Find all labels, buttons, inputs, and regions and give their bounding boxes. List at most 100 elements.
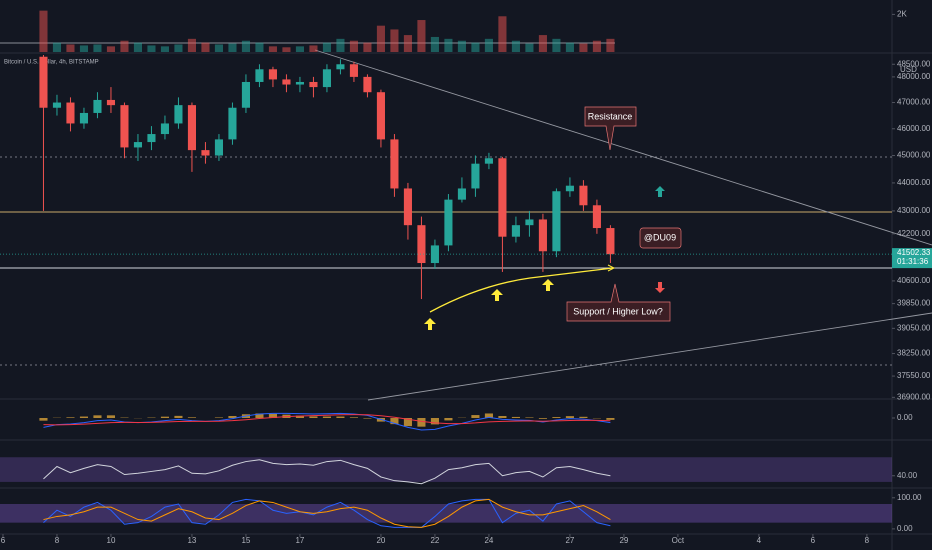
candle-body — [498, 158, 507, 237]
macd-hist — [66, 417, 75, 418]
macd-hist — [322, 416, 331, 418]
volume-bar — [133, 42, 143, 52]
candle-body — [201, 150, 210, 156]
volume-bar — [187, 38, 197, 52]
macd-hist — [606, 418, 615, 420]
volume-bar — [147, 45, 156, 52]
y-tick-label: 100.00 — [897, 493, 922, 502]
candle-body — [147, 134, 156, 143]
volume-bar — [565, 42, 574, 52]
support-curve — [429, 267, 614, 313]
volume-bar — [201, 42, 210, 52]
x-tick-label: 8 — [865, 536, 870, 545]
volume-bar — [282, 47, 291, 52]
callout-box — [639, 227, 682, 249]
volume-bar — [511, 40, 520, 52]
volume-bar — [457, 40, 466, 52]
y-tick-label: 38250.00 — [897, 349, 931, 358]
trendline — [314, 49, 932, 246]
volume-bar — [498, 16, 507, 53]
x-tick-label: 17 — [295, 536, 304, 545]
green-arrow — [655, 186, 665, 197]
volume-bar — [255, 42, 264, 52]
macd-hist — [403, 418, 412, 427]
volume-bar — [322, 42, 331, 52]
yellow-arrow — [491, 289, 503, 301]
macd-hist — [552, 417, 561, 418]
candle-body — [457, 188, 466, 200]
x-tick-label: Oct — [672, 536, 685, 545]
macd-hist — [349, 417, 358, 418]
macd-hist — [106, 415, 116, 418]
candle-body — [282, 79, 291, 85]
volume-bar — [403, 35, 412, 52]
candle-body — [214, 139, 223, 156]
volume-bar — [363, 42, 372, 52]
axis-unit: USD — [900, 65, 917, 74]
candle-body — [417, 225, 426, 264]
volume-bar — [106, 46, 116, 52]
candle-body — [39, 56, 48, 108]
volume-bar — [336, 38, 345, 52]
macd-hist — [93, 415, 102, 418]
volume-bar — [430, 36, 439, 52]
x-tick-label: 22 — [430, 536, 439, 545]
x-tick-label: 24 — [484, 536, 493, 545]
volume-bar — [214, 44, 223, 52]
candle-body — [511, 225, 520, 237]
rsi-band — [0, 457, 892, 482]
macd-hist — [363, 418, 372, 419]
macd-hist — [174, 415, 183, 418]
candle-body — [336, 64, 345, 70]
y-tick-label: 40.00 — [897, 471, 918, 480]
candle-body — [295, 81, 304, 85]
candle-body — [349, 64, 358, 77]
candle-body — [174, 105, 183, 124]
volume-bar — [93, 44, 102, 52]
volume-bar — [376, 25, 385, 52]
candle-body — [255, 69, 264, 82]
y-tick-label: 0.00 — [897, 413, 913, 422]
candle-body — [552, 191, 561, 252]
volume-bar — [241, 40, 250, 52]
macd-hist — [160, 416, 170, 418]
volume-bar — [52, 42, 62, 52]
macd-hist — [538, 418, 547, 419]
y-tick-label: 48000.00 — [897, 72, 931, 81]
x-tick-label: 20 — [376, 536, 385, 545]
volume-bar — [39, 10, 48, 53]
rsi-line — [43, 459, 611, 485]
annotation: Support / Higher Low? — [573, 306, 663, 316]
volume-bar — [579, 43, 588, 52]
y-tick-label: 0.00 — [897, 524, 913, 533]
candle-body — [444, 199, 453, 246]
candle-body — [322, 69, 331, 88]
candle-body — [525, 219, 534, 226]
volume-bar — [592, 40, 601, 52]
x-tick-label: 8 — [55, 536, 60, 545]
volume-bar — [349, 40, 358, 52]
candle-body — [592, 205, 601, 229]
macd-hist — [525, 417, 534, 418]
volume-bar — [79, 45, 89, 52]
x-tick-label: 10 — [107, 536, 116, 545]
candle-body — [538, 219, 547, 252]
candle-body — [160, 123, 170, 135]
candle-body — [403, 188, 412, 226]
y-tick-label: 48500.00 — [897, 59, 931, 68]
macd-hist — [484, 413, 493, 418]
y-tick-label: 47000.00 — [897, 98, 931, 107]
macd-hist — [336, 416, 345, 418]
volume-bar — [444, 38, 453, 52]
y-tick-label: 39050.00 — [897, 323, 931, 332]
volume-bar — [160, 46, 170, 52]
signal-line — [43, 414, 611, 426]
yellow-arrow — [542, 279, 554, 291]
volume-bar — [66, 44, 75, 52]
annotation: Resistance — [588, 111, 633, 121]
red-arrow — [655, 282, 665, 293]
curve-arrowhead — [607, 264, 616, 272]
y-tick-label: 2K — [897, 10, 907, 19]
